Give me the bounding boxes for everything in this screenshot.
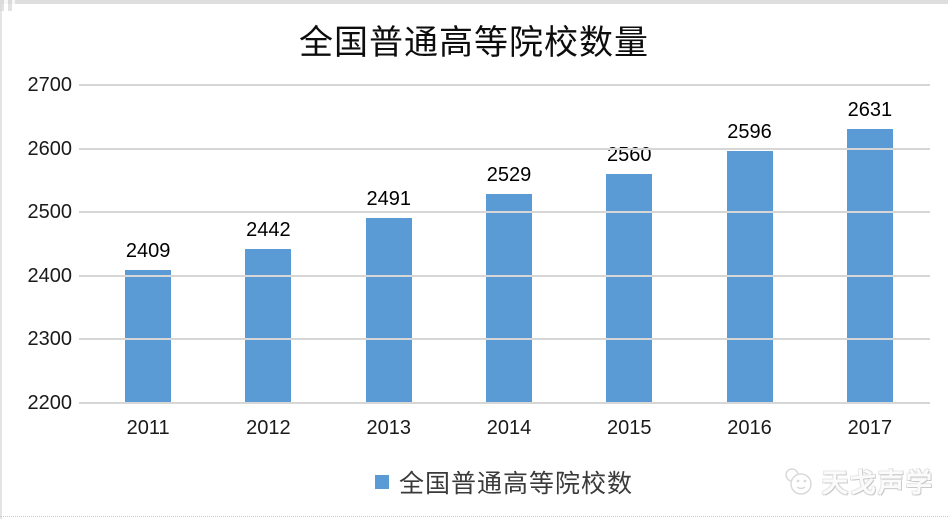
plot-area: 2409 2442 2491 2529 2560 2596 2631 2011 2012 201… bbox=[28, 74, 930, 439]
bar-slot: 2560 bbox=[569, 85, 689, 403]
bar-series: 2409 2442 2491 2529 2560 2596 2631 bbox=[88, 85, 930, 403]
y-tick-label: 2600 bbox=[27, 137, 73, 160]
top-border bbox=[0, 0, 948, 4]
gridline bbox=[79, 338, 930, 341]
watermark-text: 天戈声学 bbox=[821, 468, 934, 498]
watermark: 天戈声学 bbox=[781, 463, 934, 500]
bar-slot: 2409 bbox=[88, 85, 208, 403]
y-tick-label: 2500 bbox=[27, 201, 73, 224]
y-tick-label: 2200 bbox=[27, 392, 73, 414]
x-tick-label: 2013 bbox=[366, 417, 411, 439]
bar bbox=[365, 217, 412, 403]
tiange-logo-icon bbox=[785, 467, 812, 495]
x-tick-label: 2016 bbox=[727, 417, 772, 439]
bottom-dotted-border bbox=[0, 516, 948, 517]
left-border bbox=[0, 0, 2, 519]
bar-value-label: 2560 bbox=[607, 144, 652, 167]
legend: 全国普通高等院校数 bbox=[30, 464, 948, 500]
bar-slot: 2442 bbox=[208, 85, 328, 403]
bar-value-label: 2529 bbox=[486, 163, 532, 186]
bar bbox=[245, 249, 292, 403]
chart-title: 全国普通高等院校数量 bbox=[299, 25, 649, 62]
x-axis: 2011 2012 2013 2014 2015 2016 2017 bbox=[88, 417, 930, 440]
legend-label: 全国普通高等院校数 bbox=[398, 471, 633, 498]
gridline bbox=[79, 402, 930, 404]
gridline bbox=[79, 274, 930, 277]
y-tick-label: 2300 bbox=[27, 328, 73, 351]
bar bbox=[606, 174, 653, 403]
bar bbox=[125, 270, 172, 403]
bar-value-label: 2596 bbox=[727, 121, 772, 144]
bar-slot: 2631 bbox=[810, 85, 930, 403]
x-tick-label: 2012 bbox=[246, 417, 291, 439]
bar-value-label: 2491 bbox=[366, 187, 411, 210]
legend-marker bbox=[374, 475, 389, 489]
corner-artifact bbox=[0, 0, 15, 11]
bar bbox=[726, 151, 773, 403]
x-tick-label: 2015 bbox=[607, 417, 652, 439]
bar-value-label: 2631 bbox=[847, 98, 893, 121]
bar-value-label: 2409 bbox=[125, 240, 171, 263]
y-tick-label: 2400 bbox=[27, 264, 73, 287]
x-tick-label: 2017 bbox=[847, 417, 893, 439]
y-tick-label: 2700 bbox=[27, 74, 73, 96]
x-tick-label: 2011 bbox=[126, 417, 170, 439]
x-tick-label: 2014 bbox=[486, 417, 532, 439]
bar-slot: 2596 bbox=[689, 85, 809, 403]
gridline bbox=[79, 211, 930, 214]
bar-value-label: 2442 bbox=[246, 219, 291, 242]
bar bbox=[846, 128, 893, 403]
bar-slot: 2491 bbox=[329, 85, 449, 403]
bar-slot: 2529 bbox=[449, 85, 569, 403]
gridline bbox=[79, 84, 930, 86]
gridline bbox=[79, 147, 930, 150]
bar bbox=[485, 193, 532, 403]
